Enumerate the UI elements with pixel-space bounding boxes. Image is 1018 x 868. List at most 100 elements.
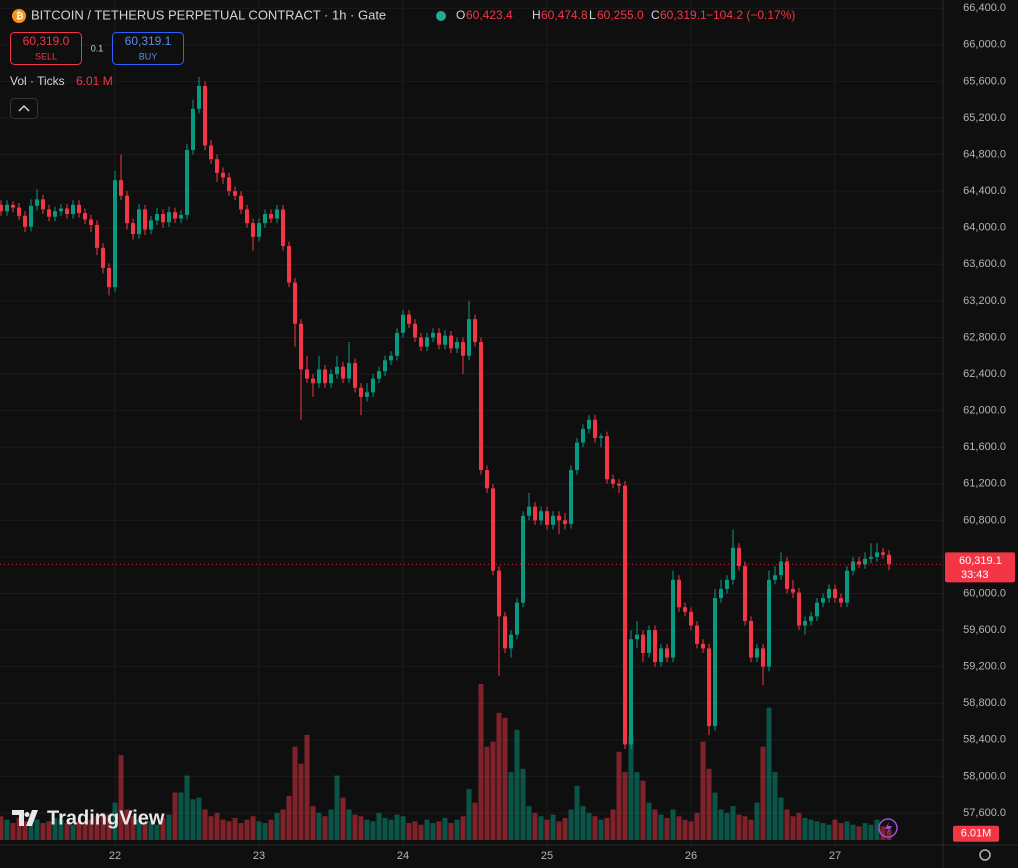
change: −104.2 (−0.17%)	[706, 8, 795, 22]
price-tag-value: 60,319.1	[959, 555, 1002, 567]
candle-body	[785, 561, 789, 589]
price-axis-bg	[943, 0, 1018, 868]
volume-bar	[706, 768, 712, 840]
candle-body	[875, 552, 879, 557]
volume-bar	[598, 819, 604, 840]
logo-icon	[12, 810, 38, 826]
candle-body	[473, 319, 477, 343]
time-axis-bg	[0, 845, 943, 868]
candle-body	[191, 108, 195, 150]
volume-bar	[424, 819, 430, 840]
settings-button[interactable]	[979, 849, 991, 861]
y-tick-label: 66,400.0	[963, 2, 1006, 14]
volume-bar	[772, 772, 778, 840]
lightning-button[interactable]	[878, 818, 898, 838]
candle-body	[335, 366, 339, 375]
candle-body	[449, 335, 453, 349]
watermark: TradingView	[47, 807, 165, 829]
candle-body	[653, 630, 657, 663]
volume-bar	[526, 806, 532, 840]
candle-body	[35, 199, 39, 206]
volume-bar	[844, 821, 850, 840]
candle-body	[377, 371, 381, 379]
candle-body	[761, 648, 765, 667]
candle-body	[695, 625, 699, 644]
y-tick-label: 64,800.0	[963, 148, 1006, 160]
volume-bar	[556, 821, 562, 840]
market-status[interactable]	[436, 11, 446, 21]
grid	[0, 0, 943, 845]
candle-body	[419, 337, 423, 347]
volume-bar	[796, 812, 802, 840]
volume-bar	[784, 809, 790, 840]
volume-bar	[700, 741, 706, 840]
volume-bar	[118, 755, 124, 840]
volume-bar	[718, 809, 724, 840]
volume-bar	[808, 819, 814, 840]
volume-bar	[388, 819, 394, 840]
symbol-title[interactable]: BITCOIN / TETHERUS PERPETUAL CONTRACT · …	[31, 7, 386, 22]
y-tick-label: 62,800.0	[963, 331, 1006, 343]
volume-bar	[664, 817, 670, 840]
candle-body	[455, 342, 459, 349]
candle-body	[863, 558, 867, 565]
y-tick-label: 62,000.0	[963, 405, 1006, 417]
ohlc-label: H	[532, 8, 541, 22]
volume-bar	[46, 821, 52, 840]
candle-body	[641, 634, 645, 653]
ohlc-value: 60,319.1	[660, 8, 707, 22]
volume-bar	[244, 819, 250, 840]
buy-button[interactable]	[112, 32, 184, 65]
candle-body	[131, 223, 135, 235]
y-tick-label: 59,600.0	[963, 624, 1006, 636]
volume-bar	[10, 823, 16, 840]
candle-body	[719, 588, 723, 599]
y-tick-label: 66,000.0	[963, 39, 1006, 51]
volume-bar	[658, 814, 664, 840]
candle-body	[275, 209, 279, 219]
volume-bar	[28, 824, 34, 840]
volume-bar	[262, 823, 268, 840]
coin-icon	[12, 9, 26, 23]
volume-bar	[34, 819, 40, 840]
candle-body	[755, 648, 759, 658]
coin-icon-glyph: ₿	[16, 11, 23, 21]
volume-bar	[622, 772, 628, 840]
volume-bar	[214, 812, 220, 840]
volume-bar	[82, 823, 88, 840]
volume-bar	[850, 824, 856, 840]
candle-body	[629, 639, 633, 745]
candle-body	[11, 204, 15, 208]
volume-bar	[508, 772, 514, 840]
candle-body	[407, 314, 411, 324]
y-tick-label: 65,600.0	[963, 75, 1006, 87]
volume-bar	[364, 819, 370, 840]
y-tick-label: 63,600.0	[963, 258, 1006, 270]
candle-body	[263, 213, 267, 224]
candle-body	[209, 145, 213, 160]
volume-bar	[520, 768, 526, 840]
volume-bar	[532, 812, 538, 840]
volume-bar	[838, 823, 844, 840]
volume-bar	[256, 821, 262, 840]
volume-bar	[682, 819, 688, 840]
volume-bar	[874, 819, 880, 840]
candle-body	[149, 220, 153, 230]
sell-button[interactable]	[10, 32, 82, 65]
candle-body	[221, 172, 225, 178]
volume-bar	[676, 816, 682, 840]
candle-body	[521, 515, 525, 603]
volume-bar	[16, 817, 22, 840]
candle-body	[155, 213, 159, 221]
collapse-button[interactable]	[10, 98, 38, 119]
buy-price: 60,319.1	[125, 34, 172, 48]
volume-bar	[412, 821, 418, 840]
candle-body	[401, 314, 405, 333]
volume-bar	[562, 817, 568, 840]
volume-bar	[292, 746, 298, 840]
y-tick-label: 63,200.0	[963, 295, 1006, 307]
candle-body	[593, 419, 597, 439]
volume-bar	[130, 816, 136, 840]
volume-bar	[334, 775, 340, 840]
